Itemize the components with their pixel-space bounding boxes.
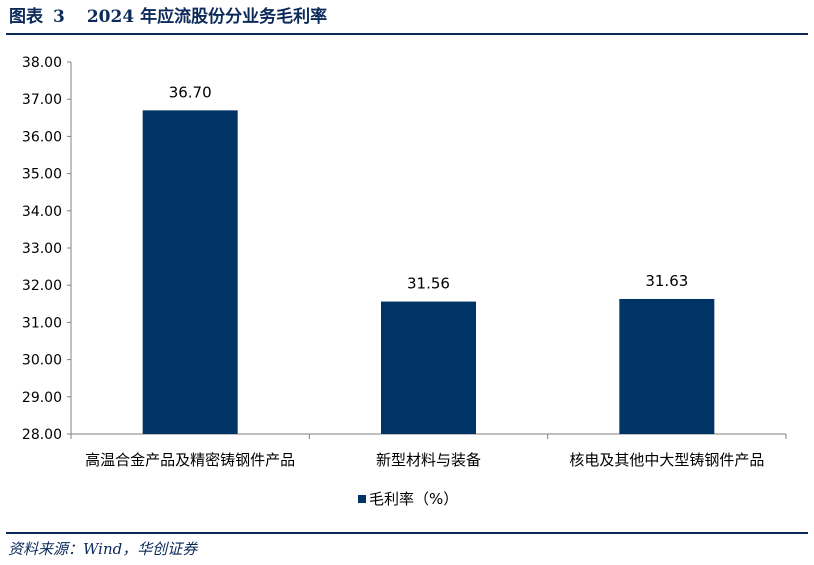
y-tick-label: 29.00 (22, 390, 62, 406)
y-tick-label: 28.00 (22, 427, 62, 443)
y-tick-label: 35.00 (22, 167, 62, 183)
title-divider (6, 33, 808, 35)
y-tick-label: 31.00 (22, 315, 62, 331)
legend-label: 毛利率（%） (369, 490, 458, 508)
bar-value-label: 31.56 (407, 275, 450, 293)
bars (142, 110, 715, 435)
source-divider (6, 532, 808, 534)
x-category-label: 核电及其他中大型铸钢件产品 (569, 451, 764, 469)
y-tick-label: 36.00 (22, 129, 62, 145)
bar (142, 110, 238, 435)
bar-chart: 38.00 37.00 36.00 35.00 34.00 33.00 32.00 31.00… (22, 55, 787, 508)
figure-title-text: 2024 年应流股份分业务毛利率 (86, 7, 328, 27)
figure-label: 图表 (9, 7, 43, 27)
y-axis: 38.00 37.00 36.00 35.00 34.00 33.00 32.00 31.00… (22, 55, 72, 443)
x-axis: 高温合金产品及精密铸钢件产品 新型材料与装备 核电及其他中大型铸钢件产品 (70, 433, 787, 469)
figure-number: 3 (53, 7, 65, 27)
legend-swatch (358, 495, 366, 503)
y-tick-label: 32.00 (22, 278, 62, 294)
bar-value-label: 36.70 (169, 83, 212, 101)
y-tick-label: 30.00 (22, 353, 62, 369)
legend: 毛利率（%） (358, 490, 458, 508)
data-labels: 36.70 31.56 31.63 (169, 83, 689, 292)
y-tick-label: 37.00 (22, 92, 62, 108)
bar (381, 301, 476, 434)
x-category-label: 高温合金产品及精密铸钢件产品 (85, 451, 295, 469)
y-tick-label: 38.00 (22, 55, 62, 71)
y-tick-label: 34.00 (22, 204, 62, 220)
figure-title: 图表 3 2024 年应流股份分业务毛利率 (9, 4, 327, 30)
x-category-label: 新型材料与装备 (376, 451, 481, 469)
source-note: 资料来源：Wind，华创证券 (8, 540, 198, 558)
bar-value-label: 31.63 (645, 272, 688, 290)
bar (619, 298, 715, 434)
y-tick-label: 33.00 (22, 241, 62, 257)
